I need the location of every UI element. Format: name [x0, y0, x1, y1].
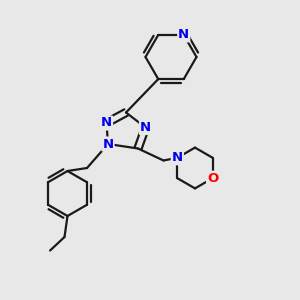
Text: O: O	[207, 172, 218, 185]
Text: N: N	[178, 28, 189, 41]
Text: N: N	[172, 151, 183, 164]
Text: N: N	[101, 116, 112, 130]
Text: N: N	[140, 121, 151, 134]
Text: N: N	[102, 137, 114, 151]
